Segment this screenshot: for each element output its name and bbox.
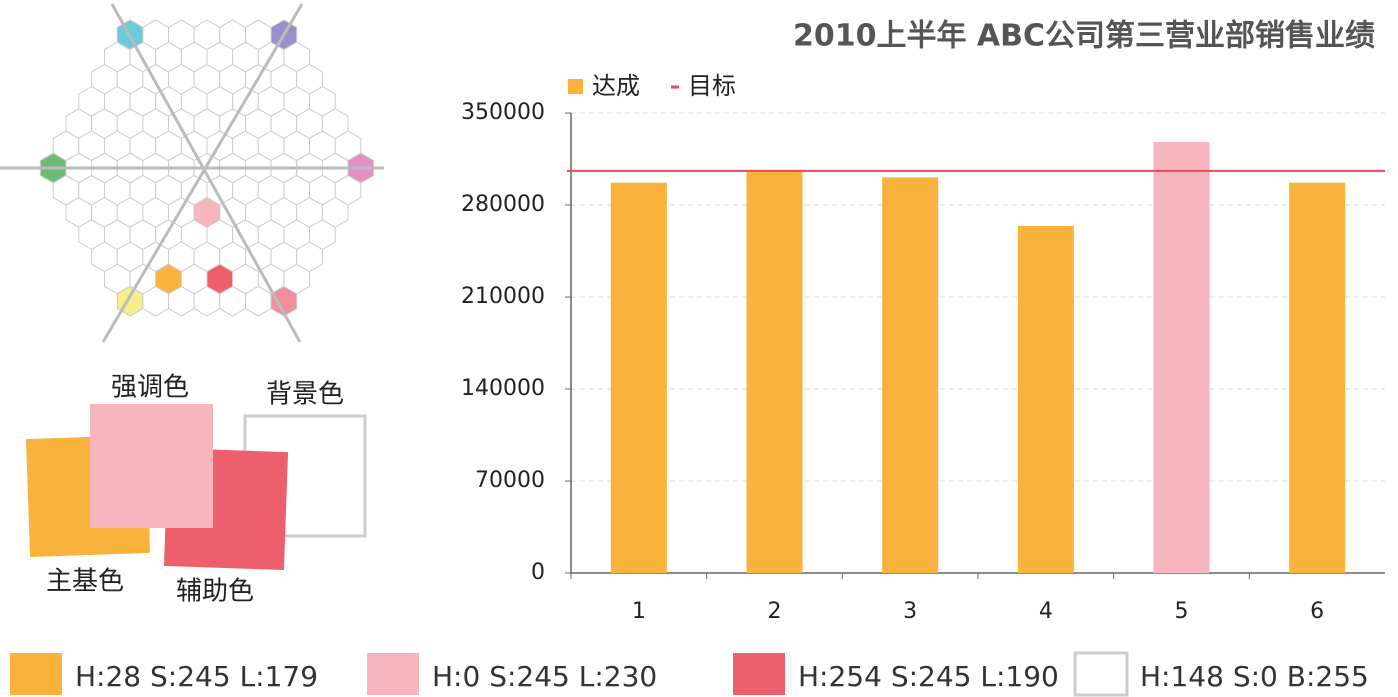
x-tick-label: 3 bbox=[903, 599, 917, 624]
bar bbox=[1289, 182, 1346, 573]
palette-label: H:0 S:245 L:230 bbox=[432, 660, 657, 693]
swatch-label: 背景色 bbox=[266, 380, 344, 410]
legend-label: 目标 bbox=[688, 72, 736, 100]
color-wheel bbox=[0, 3, 384, 343]
x-tick-label: 1 bbox=[632, 599, 646, 624]
chart-title: 2010上半年 ABC公司第三营业部销售业绩 bbox=[793, 19, 1375, 54]
palette-label: H:148 S:0 B:255 bbox=[1140, 660, 1369, 693]
swatch-label: 强调色 bbox=[111, 373, 189, 403]
palette-swatch bbox=[733, 653, 785, 695]
palette-label: H:28 S:245 L:179 bbox=[75, 660, 318, 693]
y-tick-label: 280000 bbox=[461, 192, 545, 217]
wheel-axis bbox=[110, 3, 302, 343]
bar bbox=[1017, 226, 1074, 573]
bar bbox=[610, 182, 667, 573]
y-tick-label: 350000 bbox=[461, 100, 545, 125]
x-tick-label: 2 bbox=[768, 599, 782, 624]
y-tick-label: 210000 bbox=[461, 284, 545, 309]
palette-swatch bbox=[367, 653, 419, 695]
color-swatches: 强调色 背景色 主基色 辅助色 bbox=[25, 373, 367, 607]
legend-label: 达成 bbox=[592, 72, 640, 100]
x-tick-label: 4 bbox=[1039, 599, 1053, 624]
palette-legend: H:28 S:245 L:179 H:0 S:245 L:230 H:254 S:2… bbox=[10, 651, 1369, 697]
accent-swatch bbox=[90, 404, 213, 528]
swatch-label: 主基色 bbox=[46, 567, 124, 597]
y-tick-label: 0 bbox=[531, 560, 545, 585]
bar bbox=[882, 177, 939, 573]
x-tick-label: 6 bbox=[1310, 599, 1324, 624]
palette-swatch bbox=[10, 653, 62, 695]
palette-label: H:254 S:245 L:190 bbox=[798, 660, 1059, 693]
bar bbox=[1153, 141, 1210, 573]
swatch-label: 辅助色 bbox=[176, 577, 254, 607]
y-tick-label: 70000 bbox=[475, 468, 545, 493]
palette-swatch bbox=[1073, 651, 1129, 697]
wheel-axis bbox=[101, 3, 304, 343]
y-tick-label: 140000 bbox=[461, 376, 545, 401]
x-tick-label: 5 bbox=[1175, 599, 1189, 624]
legend-swatch bbox=[568, 79, 583, 94]
chart: 2010上半年 ABC公司第三营业部销售业绩 0 70000 140000 21000… bbox=[461, 19, 1385, 624]
bar bbox=[746, 170, 803, 574]
